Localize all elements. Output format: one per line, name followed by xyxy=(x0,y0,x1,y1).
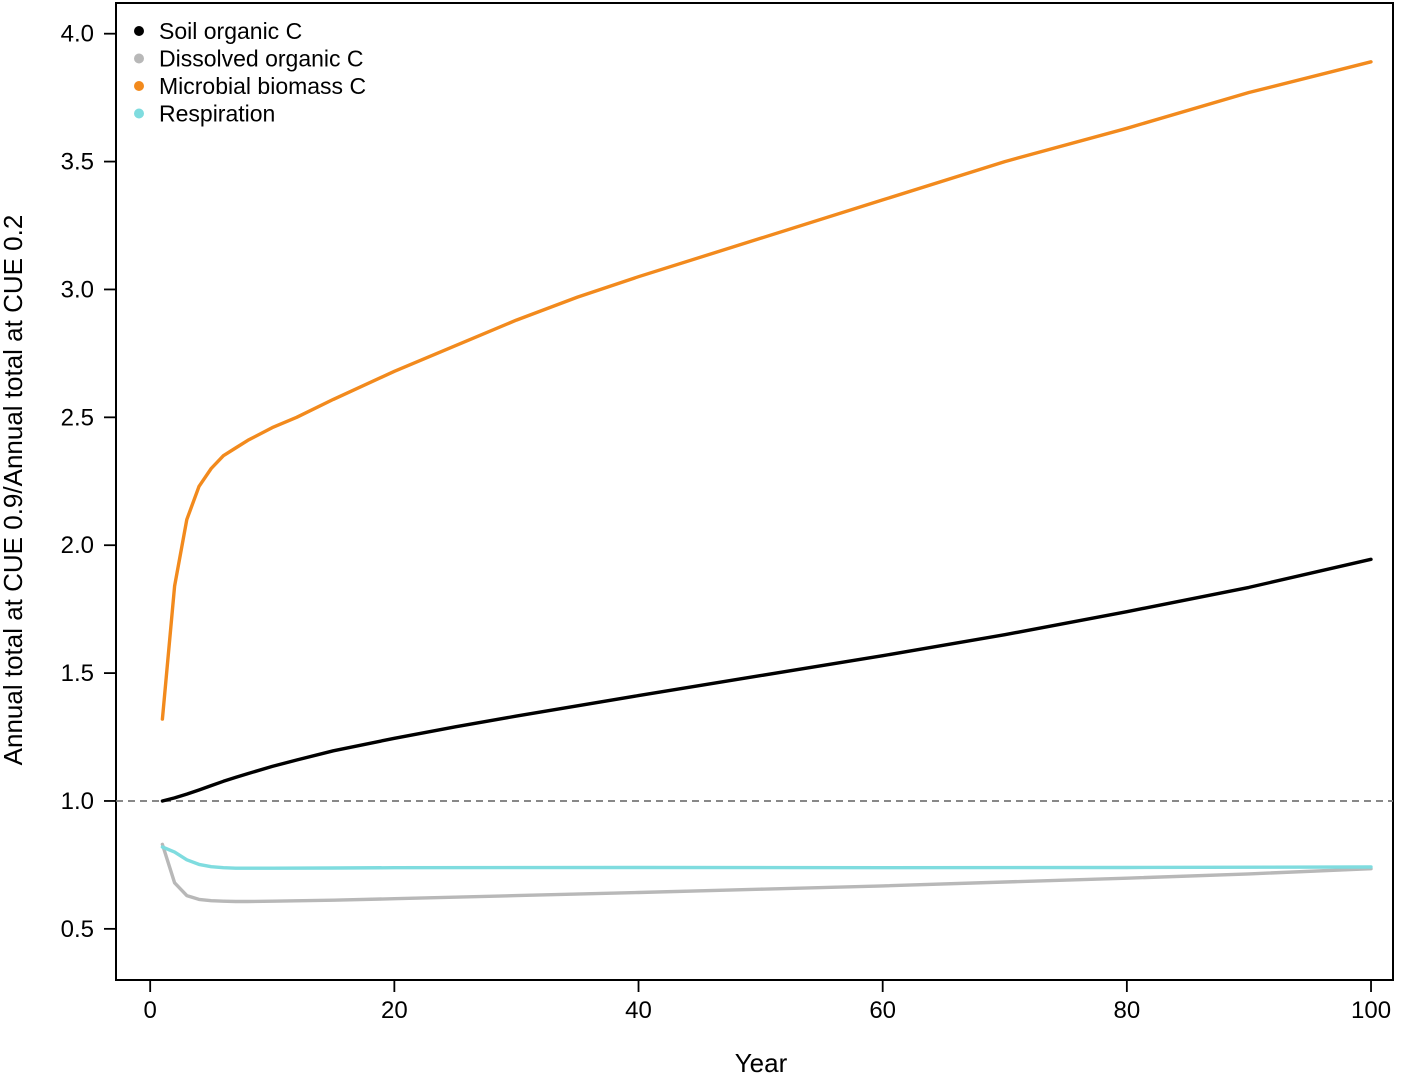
x-tick-label: 40 xyxy=(625,997,652,1024)
plot-area xyxy=(115,2,1394,981)
legend-marker-2 xyxy=(134,53,144,64)
y-tick-label: 0.5 xyxy=(61,916,94,943)
series-line-2 xyxy=(160,842,1373,904)
series-line-4 xyxy=(160,845,1373,870)
y-tick-label: 1.0 xyxy=(61,788,94,815)
legend-marker-1 xyxy=(134,26,144,36)
y-tick-label: 3.0 xyxy=(61,276,94,303)
x-tick-label: 80 xyxy=(1114,997,1141,1024)
y-axis: 0.5 1.0 1.5 2.0 2.5 3.0 3.5 4.0 xyxy=(61,21,116,943)
x-tick-label: 0 xyxy=(144,997,157,1024)
legend-label-4: Respiration xyxy=(159,101,275,127)
legend-label-2: Dissolved organic C xyxy=(159,46,364,72)
y-tick-label: 3.5 xyxy=(61,149,94,176)
y-tick-label: 2.0 xyxy=(61,532,94,559)
plot-frame xyxy=(115,2,1394,981)
y-tick-label: 2.5 xyxy=(61,404,94,431)
legend-label-3: Microbial biomass C xyxy=(159,73,366,99)
legend-marker-3 xyxy=(134,81,144,91)
x-axis-title: Year xyxy=(735,1048,788,1074)
y-axis-title: Annual total at CUE 0.9/Annual total at … xyxy=(0,215,28,766)
y-tick-label: 1.5 xyxy=(61,660,94,687)
series-line-3 xyxy=(160,60,1373,721)
x-tick-label: 20 xyxy=(381,997,408,1024)
x-tick-label: 100 xyxy=(1351,997,1391,1024)
legend-marker-4 xyxy=(134,108,144,119)
series-line-1 xyxy=(160,557,1373,803)
x-tick-label: 60 xyxy=(869,997,896,1024)
series-group xyxy=(160,60,1373,904)
x-axis: 0 20 40 60 80 100 xyxy=(144,980,1391,1024)
y-tick-label: 4.0 xyxy=(61,21,94,48)
legend-label-1: Soil organic C xyxy=(159,18,302,44)
